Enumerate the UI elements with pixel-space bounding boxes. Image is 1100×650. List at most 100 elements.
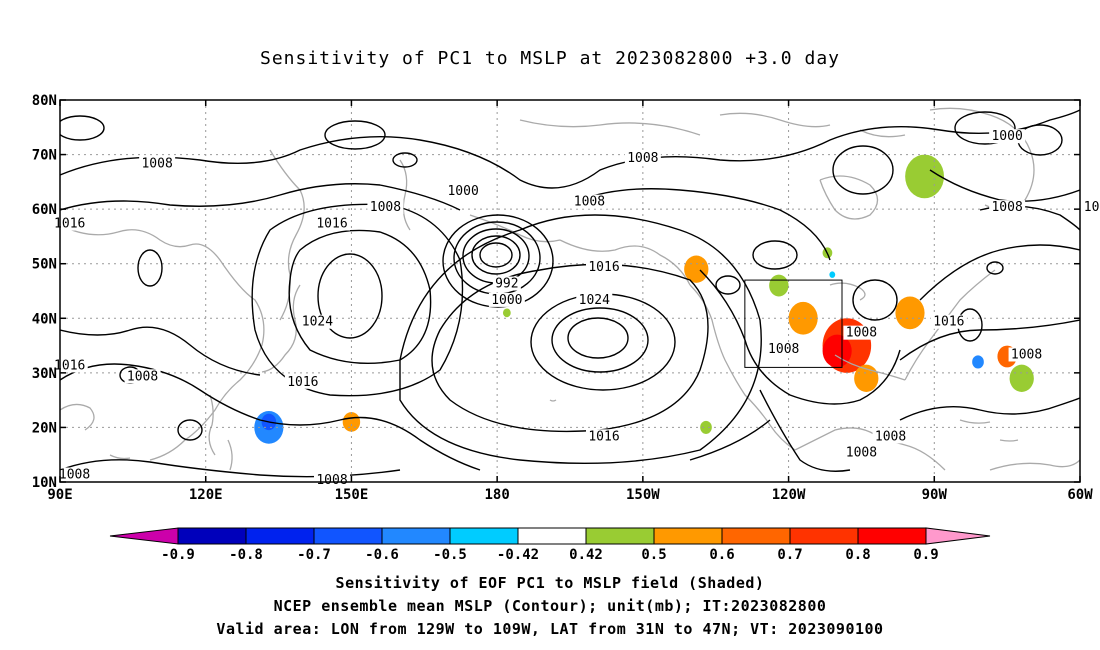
contour-label-bg: [314, 216, 350, 231]
lon-label: 120E: [189, 487, 223, 503]
contour-label: 1016: [933, 315, 964, 330]
contour-label-bg: [843, 325, 880, 340]
contour-label: 1016: [54, 358, 85, 373]
contour-label: 1008: [768, 342, 799, 357]
contour-label-bg: [843, 445, 880, 460]
contour-label-bg: [488, 292, 525, 307]
sensitivity-blob: [769, 274, 789, 297]
lon-label: 90E: [47, 487, 72, 503]
caption-line-1: Sensitivity of EOF PC1 to MSLP field (Sh…: [335, 574, 765, 592]
sensitivity-blob: [684, 255, 709, 283]
contour-label-bg: [930, 314, 967, 329]
colorbar-box: [789, 527, 859, 545]
contour-label-bg: [284, 374, 321, 389]
caption-line-2: NCEP ensemble mean MSLP (Contour); unit(…: [273, 597, 827, 615]
lat-label: 80N: [32, 93, 57, 109]
colorbar-label: 0.9: [913, 547, 938, 563]
colorbar-box: [653, 527, 723, 545]
contour-label: 1008: [574, 195, 605, 210]
colorbar-box: [381, 527, 451, 545]
colorbar-label: 0.8: [845, 547, 870, 563]
colorbar-label: 0.6: [709, 547, 734, 563]
colorbar: -0.9 -0.8 -0.7 -0.6 -0.5 -0.42 0.42 0.5 0.6 0.7 0.…: [109, 527, 991, 563]
sensitivity-shading: [254, 154, 1100, 480]
contour-label: 1000: [491, 293, 522, 308]
contour-label-bg: [586, 260, 622, 275]
lon-label: 90W: [922, 487, 948, 503]
contour-label: 1016: [54, 217, 85, 232]
sensitivity-blob: [829, 271, 836, 278]
contour-label: 1008: [316, 473, 347, 488]
lon-label: 150E: [335, 487, 369, 503]
colorbar-label: -0.7: [297, 547, 331, 563]
contour-label: 1016: [316, 217, 347, 232]
map-frame: [59, 99, 1081, 483]
contour-label-bg: [445, 183, 482, 198]
contour-label: 1000: [447, 184, 478, 199]
contour-label-bg: [1081, 200, 1100, 215]
contour-label-bg: [872, 429, 909, 444]
sensitivity-blob: [1085, 351, 1100, 373]
colorbar-label: 0.42: [569, 547, 603, 563]
contour-label-bg: [989, 129, 1026, 144]
sensitivity-blob: [1009, 364, 1034, 392]
colorbar-label: -0.5: [433, 547, 467, 563]
chart-title: Sensitivity of PC1 to MSLP at 2023082800…: [259, 48, 840, 69]
contour-label-bg: [124, 369, 161, 384]
lon-label: 120W: [772, 487, 806, 503]
lat-label: 30N: [32, 366, 57, 382]
contour-label: 1016: [287, 375, 318, 390]
colorbar-box: [585, 527, 655, 545]
contour-label: 1016: [588, 260, 619, 275]
contour-label: 1008: [59, 468, 90, 483]
colorbar-box: [245, 527, 315, 545]
contour-label: 992: [495, 277, 518, 292]
lat-label: 60N: [32, 202, 57, 218]
sensitivity-blob: [266, 462, 282, 480]
contour-label: 1000: [991, 129, 1022, 144]
colorbar-left-arrow: [109, 527, 179, 545]
lat-label: 40N: [32, 311, 57, 327]
contour-label-bg: [56, 467, 93, 482]
contour-label-bg: [576, 292, 613, 307]
contour-label: 1008: [846, 326, 877, 341]
lon-label: 60W: [1067, 487, 1093, 503]
contour-label: 1008: [1011, 347, 1042, 362]
sensitivity-blob: [822, 334, 852, 368]
contour-label-bg: [765, 342, 802, 357]
contour-label: 1024: [302, 315, 333, 330]
sensitivity-blob: [788, 301, 818, 335]
valid-area-box: [744, 279, 843, 368]
colorbar-box: [177, 527, 247, 545]
contour-label: 1008: [370, 200, 401, 215]
contour-label-bg: [586, 429, 622, 444]
lat-label: 70N: [32, 148, 57, 164]
sensitivity-blob: [342, 412, 361, 432]
sensitivity-blob: [972, 355, 984, 369]
lon-label: 180: [484, 487, 509, 503]
contour-label-bg: [367, 200, 404, 215]
colorbar-label: 0.7: [777, 547, 802, 563]
lat-label: 50N: [32, 257, 57, 273]
colorbar-label: -0.8: [229, 547, 263, 563]
contour-label-bg: [1008, 347, 1045, 362]
lat-label: 10N: [32, 475, 57, 491]
contour-label-bg: [314, 473, 350, 487]
contour-label-bg: [299, 314, 336, 329]
sensitivity-blob: [502, 308, 511, 318]
contour-label-bg: [624, 151, 661, 166]
sensitivity-blob: [700, 420, 712, 434]
contour-label: 1008: [991, 200, 1022, 215]
contour-label: 1008: [141, 156, 172, 171]
lat-label: 20N: [32, 420, 57, 436]
contour-label-bg: [139, 156, 176, 171]
contour-label: 1008: [127, 369, 158, 384]
caption-line-3: Valid area: LON from 129W to 109W, LAT f…: [216, 620, 884, 638]
colorbar-box: [721, 527, 791, 545]
contour-label-bg: [989, 200, 1026, 215]
contour-label: 1008: [627, 151, 658, 166]
colorbar-label: -0.6: [365, 547, 399, 563]
colorbar-box: [449, 527, 519, 545]
contour-label: 1024: [579, 293, 610, 308]
